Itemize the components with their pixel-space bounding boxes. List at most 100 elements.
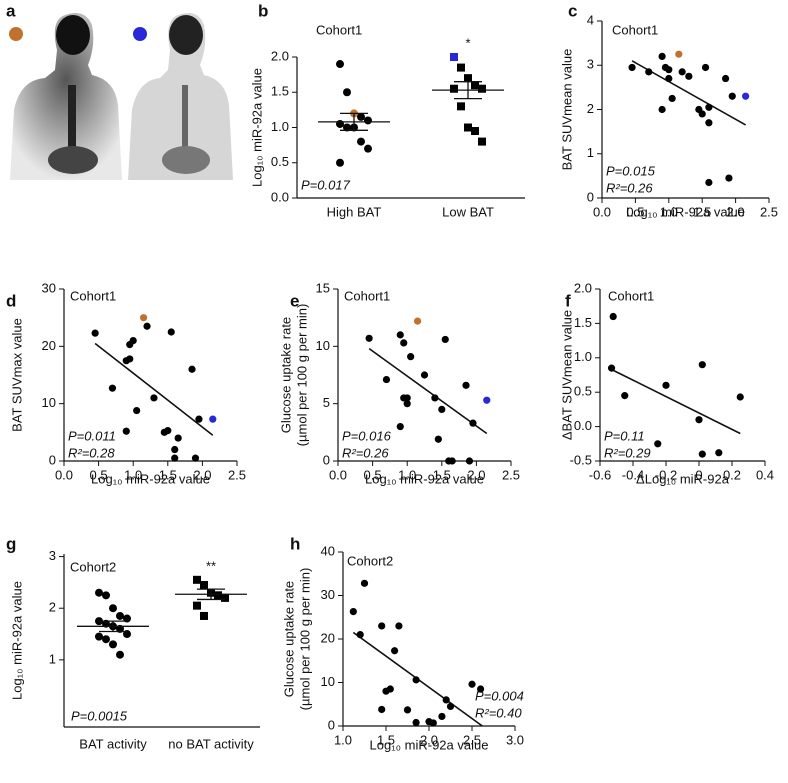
- data-point: [628, 63, 636, 72]
- data-point: [462, 381, 470, 389]
- x-tick-label: no BAT activity: [168, 736, 254, 751]
- y-tick-label: 20: [321, 630, 335, 645]
- data-point: [403, 394, 411, 402]
- data-point: [336, 119, 344, 128]
- regression-line: [368, 347, 488, 435]
- x-tick-label: 1.5: [159, 467, 177, 482]
- r-squared: R²=0.26: [606, 180, 653, 195]
- data-point: [725, 174, 733, 182]
- cohort-label: Cohort1: [344, 288, 390, 303]
- data-point: [364, 116, 372, 125]
- data-point: [695, 416, 703, 424]
- y-tick-label: 0.5: [271, 154, 289, 169]
- pet-scan-1: [10, 12, 122, 181]
- data-point: [164, 427, 172, 435]
- y-tick-label: 0: [323, 452, 330, 467]
- data-point: [412, 718, 420, 727]
- data-point: [678, 68, 686, 76]
- r-squared: R²=0.26: [342, 445, 389, 460]
- panel-letter: f: [565, 291, 571, 310]
- chart-panel: g Cohort2 P=0.0015 Log₁₀ miR-92a value 1 2 3 BA…: [6, 534, 260, 751]
- x-tick-label: 1.0: [660, 204, 678, 219]
- data-point: [698, 450, 706, 458]
- x-tick-label: 0.4: [756, 467, 774, 482]
- r-squared: R²=0.28: [68, 445, 115, 460]
- data-point: [658, 105, 666, 114]
- data-point: [429, 719, 437, 727]
- y-axis-label: (µmol per 100 g per min): [297, 568, 312, 711]
- panel-letter: b: [258, 1, 268, 20]
- x-tick-label: 1.0: [124, 467, 142, 482]
- data-point: [378, 705, 386, 714]
- x-tick-label: 1.5: [693, 204, 711, 219]
- data-point: [736, 393, 744, 401]
- data-point: [662, 381, 670, 389]
- data-point: [645, 68, 653, 76]
- data-point: [122, 427, 130, 435]
- x-tick-label: 0.0: [593, 204, 611, 219]
- x-axis-label: Log₁₀ miR-92a value: [626, 204, 745, 219]
- data-point: [477, 685, 485, 693]
- y-tick-label: 2.0: [574, 280, 592, 295]
- y-axis-label: ΔBAT SUVmean value: [559, 310, 574, 440]
- y-tick-label: 1: [49, 651, 56, 666]
- data-point: [343, 88, 351, 97]
- y-tick-label: 0: [49, 452, 56, 467]
- p-value: P=0.011: [68, 428, 116, 443]
- data-point: [483, 396, 491, 404]
- data-point: [193, 601, 201, 610]
- data-point: [448, 457, 456, 465]
- y-tick-label: 0.0: [574, 418, 592, 433]
- x-tick-label: 2.0: [193, 467, 211, 482]
- data-point: [139, 314, 148, 322]
- data-point: [464, 123, 472, 132]
- data-point: [382, 375, 391, 384]
- x-tick-label: -0.6: [589, 467, 611, 482]
- data-point: [116, 650, 124, 659]
- y-tick-label: 0.5: [574, 384, 592, 399]
- data-point: [336, 158, 344, 167]
- data-point: [143, 322, 151, 330]
- data-point: [478, 84, 486, 93]
- y-tick-label: 2: [49, 600, 56, 615]
- data-point: [150, 394, 158, 402]
- x-tick-label: 0.5: [364, 467, 382, 482]
- data-point: [412, 676, 420, 684]
- data-point: [471, 127, 479, 136]
- error-bar: [197, 588, 225, 601]
- data-point: [450, 84, 458, 93]
- data-point: [478, 137, 486, 146]
- p-value: P=0.017: [301, 177, 351, 192]
- y-tick-label: 40: [321, 543, 335, 558]
- data-point: [450, 53, 458, 61]
- data-point: [129, 337, 137, 345]
- data-point: [109, 640, 117, 649]
- x-tick-label: 1.0: [398, 467, 416, 482]
- p-value: P=0.0015: [71, 708, 128, 723]
- data-point: [413, 317, 422, 325]
- x-tick-label: 1.5: [377, 732, 395, 747]
- data-point: [391, 647, 399, 655]
- x-tick-label: 0.5: [626, 204, 644, 219]
- data-point: [200, 611, 208, 620]
- regression-line: [94, 342, 214, 436]
- data-point: [665, 66, 673, 74]
- y-tick-label: 1.5: [271, 84, 289, 99]
- data-point: [343, 123, 351, 132]
- chart-panel: e Cohort1 P=0.016 R²=0.26 Glucose uptake rat…: [278, 280, 520, 486]
- data-point: [126, 355, 134, 363]
- data-point: [701, 63, 710, 72]
- y-tick-label: 1: [587, 145, 594, 160]
- y-tick-label: 1.5: [574, 315, 592, 330]
- data-point: [357, 112, 365, 121]
- data-point: [465, 457, 474, 465]
- subject-dot: [133, 27, 147, 41]
- data-point: [95, 632, 103, 641]
- y-tick-label: 2.0: [271, 48, 289, 63]
- chart-panel: h Cohort2 P=0.004 R²=0.40 Glucose uptake rat…: [281, 534, 524, 752]
- y-tick-label: 15: [316, 280, 330, 295]
- data-point: [742, 92, 750, 100]
- error-bar: [454, 81, 482, 100]
- data-point: [403, 400, 411, 408]
- y-tick-label: 30: [42, 280, 56, 295]
